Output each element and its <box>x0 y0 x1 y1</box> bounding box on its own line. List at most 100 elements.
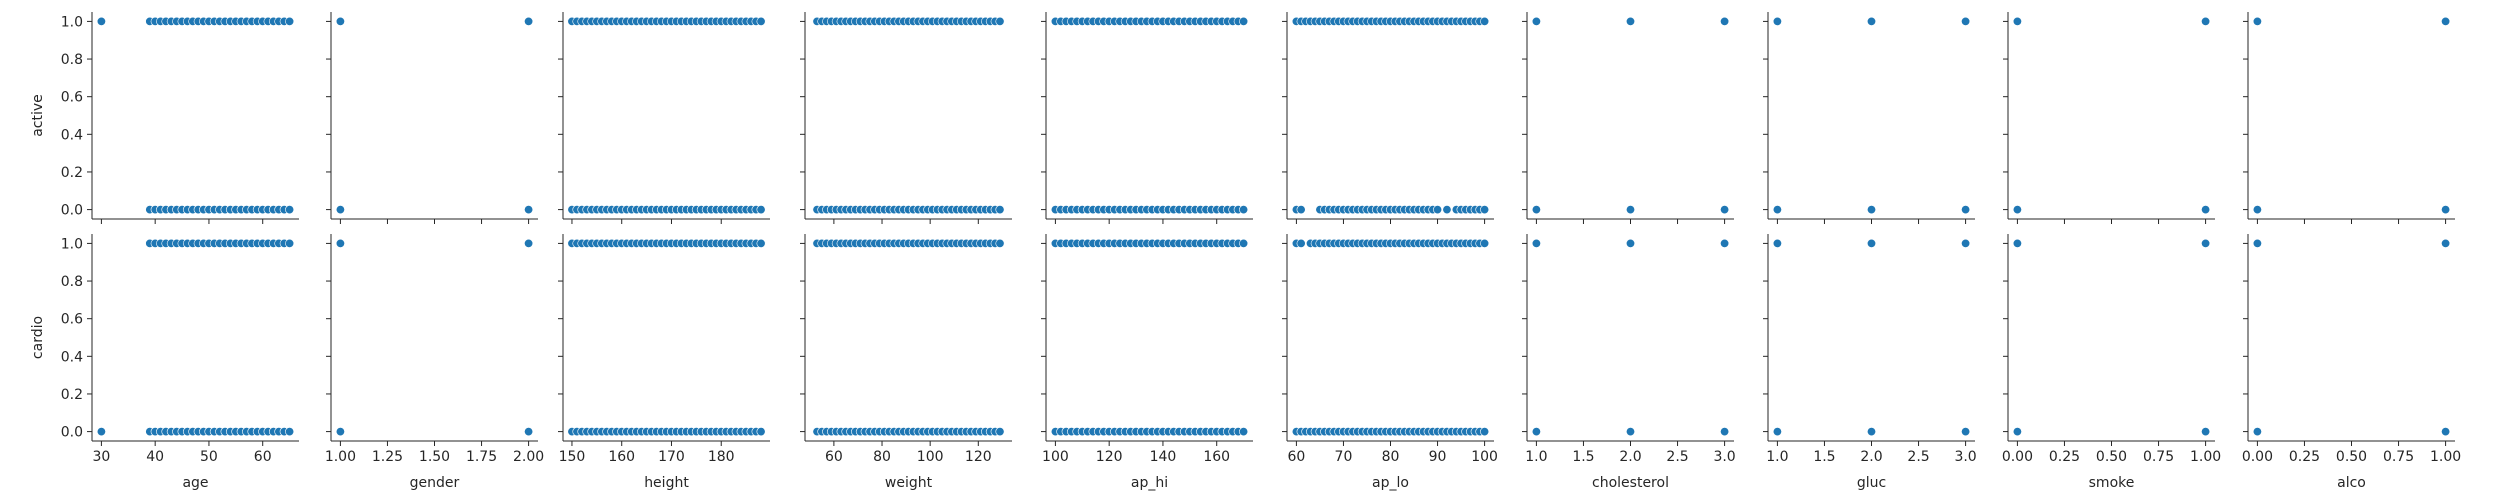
scatter-point <box>1296 238 1306 248</box>
x-axis-label-gluc: gluc <box>1857 475 1886 491</box>
x-tick-label: 1.25 <box>372 449 403 465</box>
panel-cardio-vs-cholesterol: 1.0 1.5 2.0 2.5 3.0 <box>1522 234 1736 465</box>
y-tick-label: 0.6 <box>61 312 83 328</box>
scatter-point <box>1867 16 1877 26</box>
scatter-point <box>524 16 534 26</box>
scatter-point <box>1531 427 1541 437</box>
scatter-point <box>285 427 295 437</box>
y-axis-label-active: active <box>30 94 46 137</box>
scatter-point <box>1442 205 1452 215</box>
scatter-point <box>1626 16 1636 26</box>
x-tick-label: 2.0 <box>1860 449 1882 465</box>
panel-active-vs-gender <box>326 12 538 224</box>
scatter-point <box>1239 205 1249 215</box>
panel-active-vs-age: 0.0 0.2 0.4 0.6 0.8 1.0 <box>61 12 299 224</box>
scatter-point <box>285 205 295 215</box>
x-tick-label: 0.50 <box>2096 449 2127 465</box>
scatter-point <box>995 205 1005 215</box>
x-tick-label: 2.0 <box>1619 449 1641 465</box>
x-axis-label-smoke: smoke <box>2089 475 2135 491</box>
x-tick-label: 60 <box>254 449 272 465</box>
x-axis-label-ap_hi: ap_hi <box>1131 475 1168 491</box>
scatter-point <box>335 205 345 215</box>
panel-cardio-vs-height: 150 160 170 180 <box>558 234 770 465</box>
panel-cardio-vs-age: 0.0 0.2 0.4 0.6 0.8 1.0 30 40 50 60 <box>61 234 299 465</box>
x-tick-label: 1.5 <box>1572 449 1594 465</box>
scatter-point <box>756 16 766 26</box>
x-tick-label: 1.00 <box>2430 449 2461 465</box>
y-tick-label: 0.0 <box>61 425 83 441</box>
scatter-point <box>524 427 534 437</box>
scatter-point <box>1720 205 1730 215</box>
x-tick-label: 120 <box>1096 449 1123 465</box>
scatter-point <box>1296 205 1306 215</box>
scatter-point <box>1867 427 1877 437</box>
panel-cardio-vs-alco: 0.00 0.25 0.50 0.75 1.00 <box>2242 234 2461 465</box>
scatter-point <box>1239 238 1249 248</box>
x-tick-label: 40 <box>146 449 164 465</box>
x-tick-label: 3.0 <box>1954 449 1976 465</box>
x-tick-label: 1.00 <box>2190 449 2221 465</box>
x-tick-label: 1.00 <box>325 449 356 465</box>
scatter-point <box>2201 427 2211 437</box>
x-tick-label: 180 <box>708 449 735 465</box>
scatter-point <box>335 427 345 437</box>
scatter-point <box>756 427 766 437</box>
x-tick-label: 30 <box>92 449 110 465</box>
scatter-point <box>1239 427 1249 437</box>
scatter-point <box>1961 16 1971 26</box>
x-tick-label: 0.50 <box>2336 449 2367 465</box>
x-tick-label: 90 <box>1429 449 1447 465</box>
scatter-point <box>2441 205 2451 215</box>
x-tick-label: 1.5 <box>1813 449 1835 465</box>
scatter-point <box>1626 238 1636 248</box>
scatter-point <box>1480 205 1490 215</box>
scatter-point <box>1961 427 1971 437</box>
x-tick-label: 0.25 <box>2049 449 2080 465</box>
panel-cardio-vs-ap_lo: 60 70 80 90 100 <box>1282 234 1498 465</box>
scatter-point <box>1531 16 1541 26</box>
x-tick-label: 50 <box>200 449 218 465</box>
x-tick-label: 0.25 <box>2289 449 2320 465</box>
y-tick-label: 1.0 <box>61 236 83 252</box>
panel-cardio-vs-weight: 60 80 100 120 <box>800 234 1012 465</box>
x-tick-label: 100 <box>917 449 944 465</box>
scatter-point <box>96 16 106 26</box>
scatter-point <box>1239 16 1249 26</box>
scatter-point <box>1531 238 1541 248</box>
scatter-point <box>1720 16 1730 26</box>
panel-active-vs-cholesterol <box>1522 12 1734 224</box>
y-tick-label: 0.2 <box>61 387 83 403</box>
panel-active-vs-smoke <box>2003 12 2215 224</box>
x-tick-label: 1.0 <box>1525 449 1547 465</box>
x-tick-label: 60 <box>1287 449 1305 465</box>
y-tick-label: 0.4 <box>61 349 83 365</box>
x-axis-label-ap_lo: ap_lo <box>1372 475 1409 491</box>
y-tick-label: 0.8 <box>61 52 83 68</box>
panel-active-vs-alco <box>2243 12 2455 224</box>
x-tick-label: 100 <box>1471 449 1498 465</box>
scatter-point <box>2201 238 2211 248</box>
panel-cardio-vs-smoke: 0.00 0.25 0.50 0.75 1.00 <box>2002 234 2221 465</box>
scatter-point <box>1433 205 1443 215</box>
x-tick-label: 0.00 <box>2002 449 2033 465</box>
x-tick-label: 2.5 <box>1666 449 1688 465</box>
scatter-point <box>1626 205 1636 215</box>
panel-active-vs-ap_hi <box>1041 12 1253 224</box>
scatter-point <box>2252 238 2262 248</box>
x-tick-label: 170 <box>658 449 685 465</box>
scatter-point <box>1961 205 1971 215</box>
scatter-point <box>756 205 766 215</box>
y-tick-label: 1.0 <box>61 14 83 30</box>
scatter-point <box>2252 427 2262 437</box>
scatter-point <box>1720 238 1730 248</box>
x-axis-label-weight: weight <box>885 475 933 491</box>
x-tick-label: 3.0 <box>1713 449 1735 465</box>
x-tick-label: 140 <box>1150 449 1177 465</box>
scatter-point <box>524 205 534 215</box>
x-tick-label: 70 <box>1335 449 1353 465</box>
scatter-point <box>335 16 345 26</box>
scatter-point <box>995 427 1005 437</box>
scatter-point <box>2201 205 2211 215</box>
